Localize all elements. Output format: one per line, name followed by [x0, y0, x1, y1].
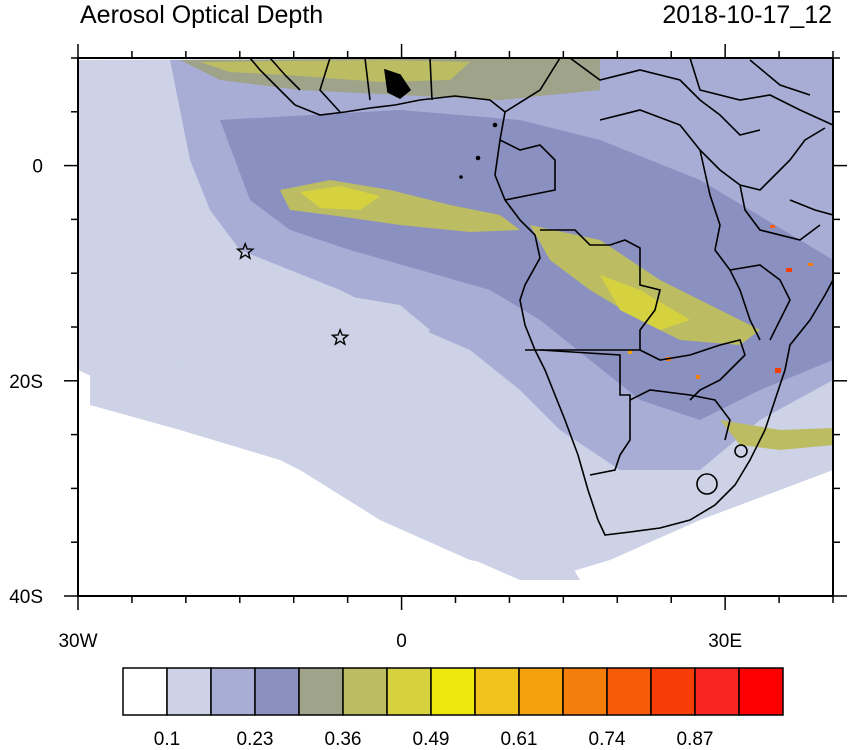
colorbar-label: 0.36	[325, 729, 362, 750]
map-timestamp: 2018-10-17_12	[662, 1, 832, 29]
colorbar-label: 0.87	[677, 729, 714, 750]
colorbar-swatch	[386, 667, 432, 716]
colorbar-swatch	[562, 667, 608, 716]
colorbar-swatch	[738, 667, 784, 716]
colorbar	[122, 667, 784, 716]
star-marker	[235, 241, 255, 260]
x-tick-label: 30E	[708, 631, 742, 652]
colorbar-swatch	[606, 667, 652, 716]
star-marker	[330, 327, 350, 346]
axis-ticks	[64, 44, 847, 610]
colorbar-swatch	[342, 667, 388, 716]
colorbar-label: 0.74	[589, 729, 626, 750]
axis-tick-labels: 30W 0 30E 0 20S 40S	[9, 157, 742, 652]
y-tick-label: 20S	[9, 372, 43, 393]
colorbar-swatch	[430, 667, 476, 716]
x-tick-label: 30W	[58, 631, 97, 652]
colorbar-swatch	[518, 667, 564, 716]
map-title: Aerosol Optical Depth	[80, 1, 324, 29]
aod-field	[78, 58, 833, 596]
colorbar-swatch	[210, 667, 256, 716]
colorbar-label: 0.61	[501, 729, 538, 750]
colorbar-swatch	[694, 667, 740, 716]
colorbar-swatch	[122, 667, 168, 716]
y-tick-label: 40S	[9, 587, 43, 608]
colorbar-swatch	[298, 667, 344, 716]
colorbar-swatch	[650, 667, 696, 716]
site-markers	[235, 241, 350, 346]
colorbar-swatch	[474, 667, 520, 716]
coastlines	[249, 58, 833, 536]
y-tick-label: 0	[32, 157, 43, 178]
colorbar-label: 0.23	[237, 729, 274, 750]
colorbar-labels: 0.1 0.23 0.36 0.49 0.61 0.74 0.87	[154, 729, 714, 750]
colorbar-label: 0.49	[413, 729, 450, 750]
x-tick-label: 0	[396, 631, 407, 652]
colorbar-label: 0.1	[154, 729, 180, 750]
small-islands	[384, 68, 748, 495]
colorbar-swatch	[166, 667, 212, 716]
colorbar-swatch	[254, 667, 300, 716]
